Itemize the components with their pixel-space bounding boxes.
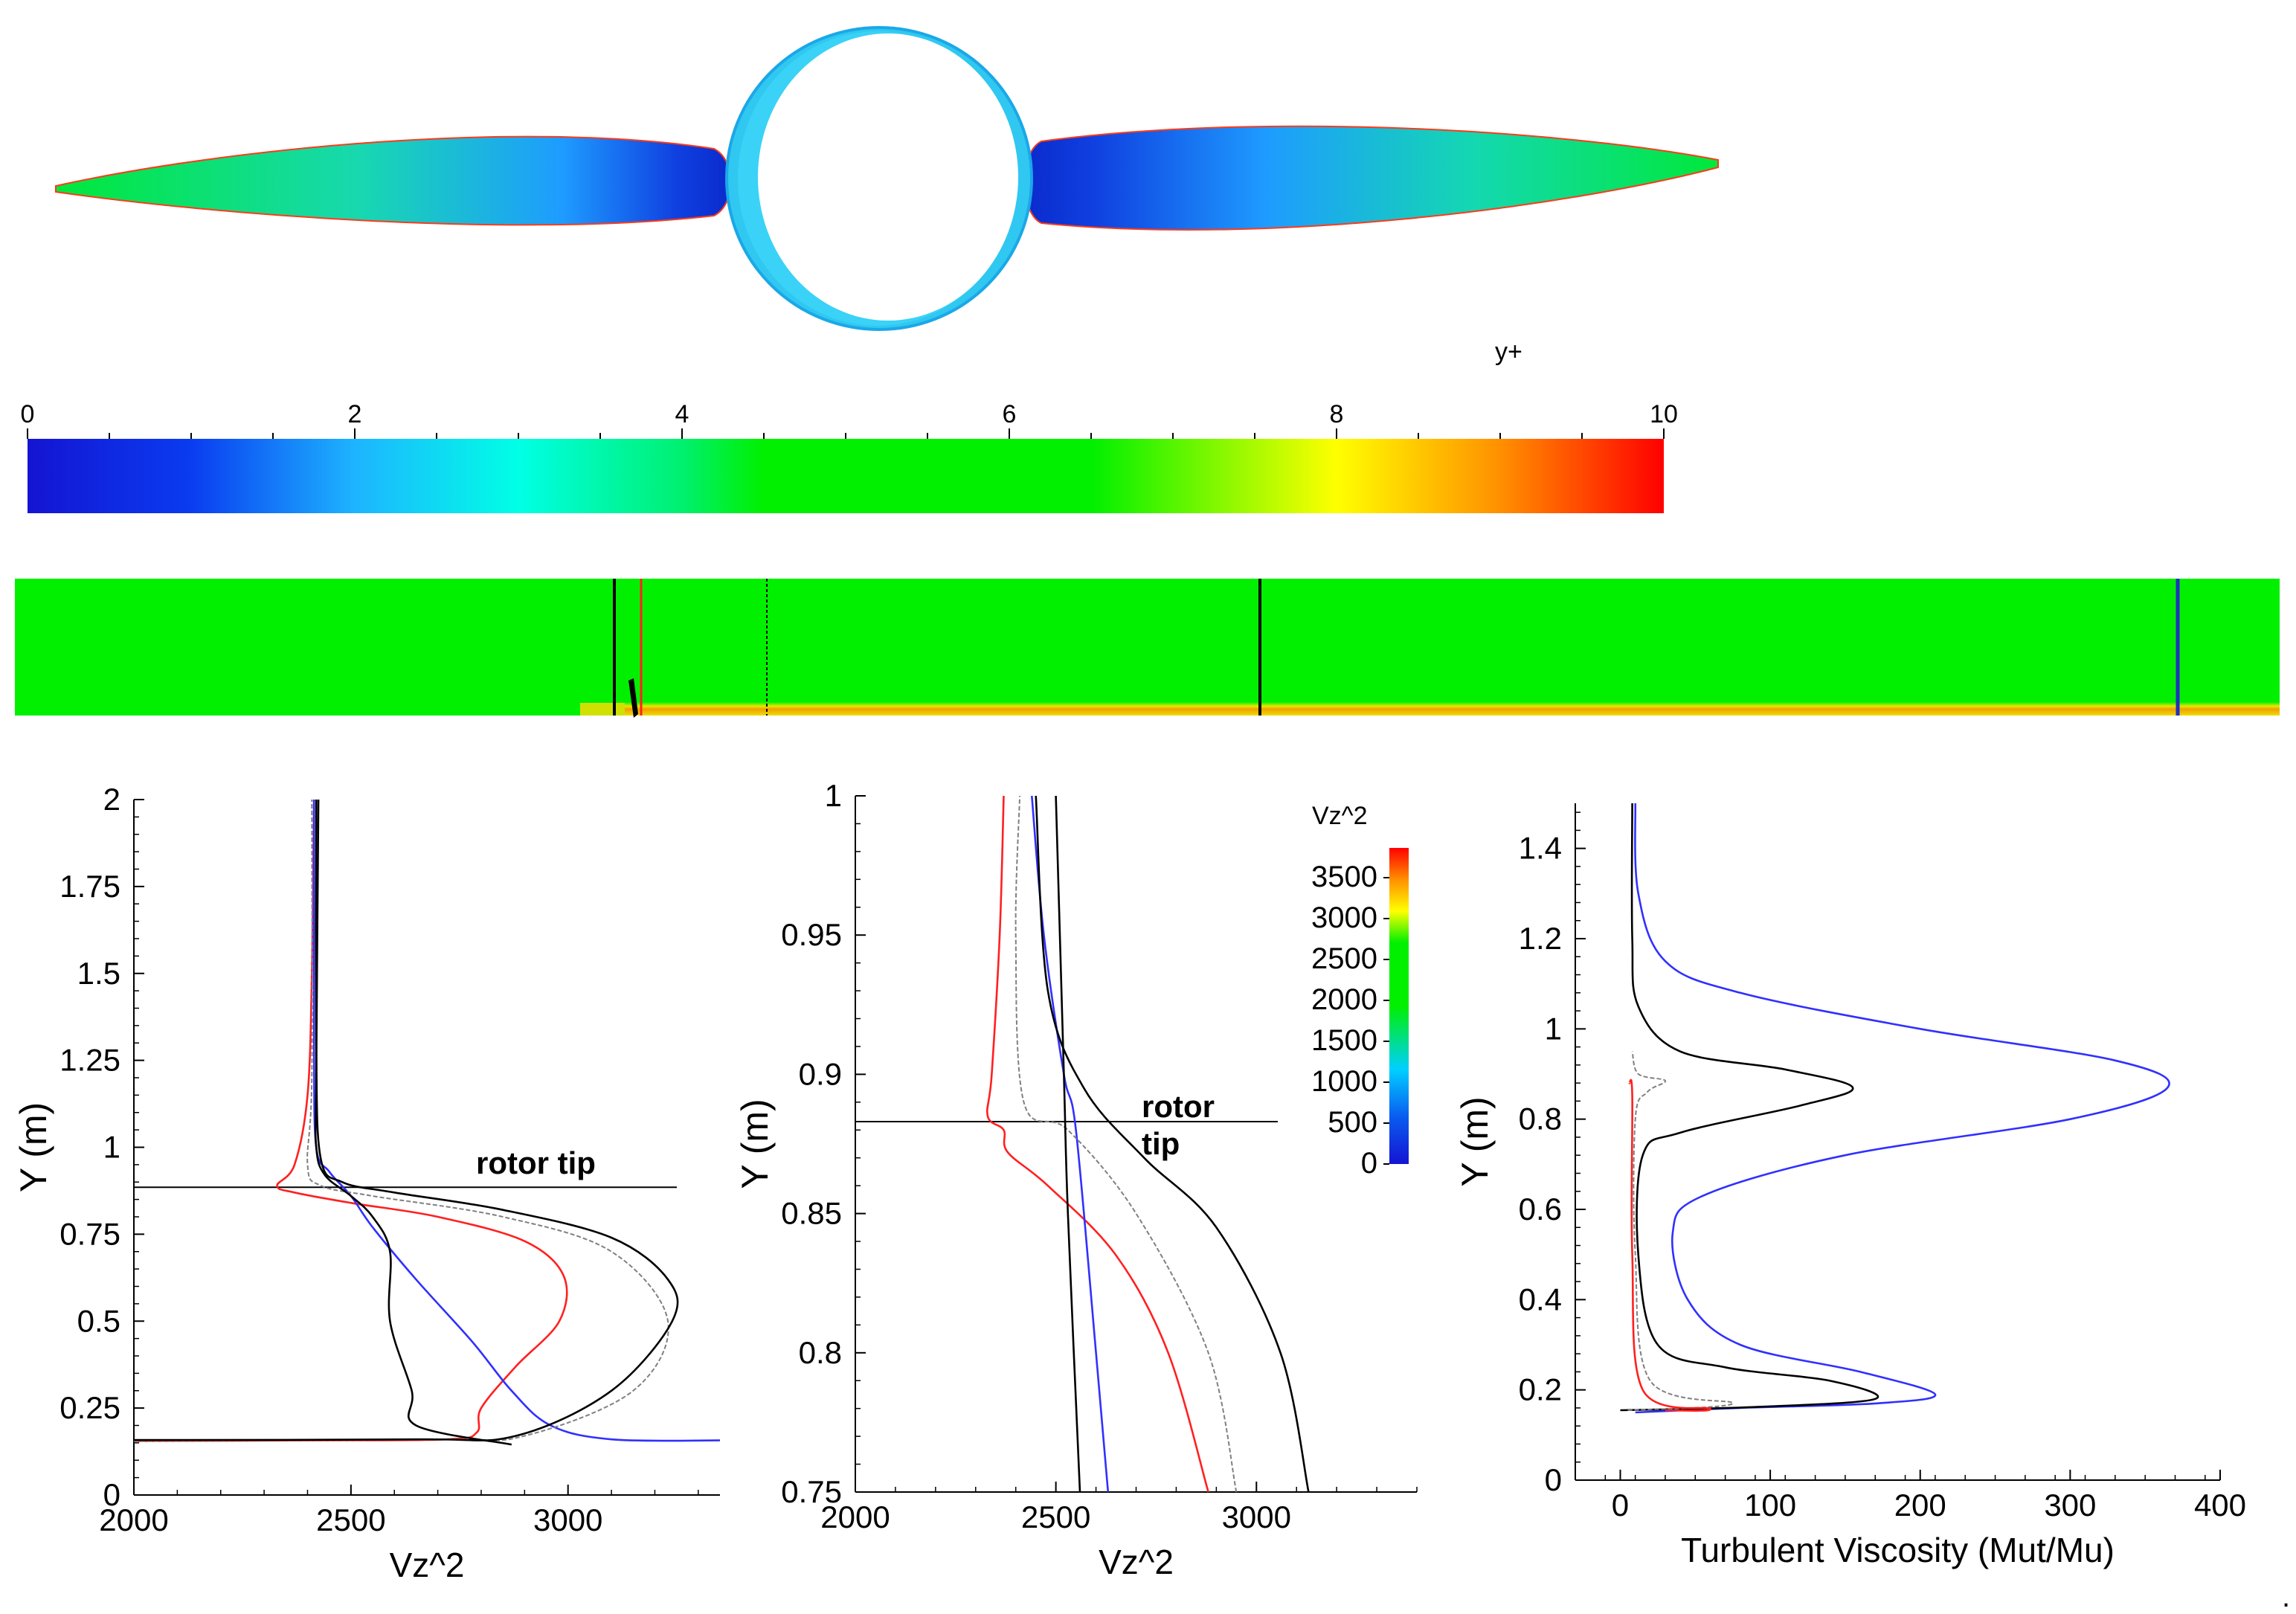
series-red bbox=[133, 799, 568, 1442]
y-tick-label: 1.5 bbox=[77, 956, 120, 991]
y-tick-label: 0.95 bbox=[781, 917, 842, 952]
y-tick-label: 0.8 bbox=[799, 1335, 842, 1370]
x-tick-label: 2000 bbox=[820, 1499, 890, 1534]
trailing-mark: . bbox=[2282, 1581, 2291, 1613]
rotor-tip-annotation: rotor tip bbox=[1142, 1089, 1215, 1161]
vz2-colorbar: Vz^2 0 500 1000 1500 2000 2500 3000 3500 bbox=[1311, 802, 1409, 1180]
y-tick-label: 1.75 bbox=[60, 869, 120, 904]
wake-band bbox=[617, 673, 2280, 716]
vz2-colorbar-label: 1500 bbox=[1311, 1024, 1377, 1057]
x-tick-label: 200 bbox=[1894, 1488, 1946, 1523]
series-black-dotted bbox=[133, 799, 669, 1442]
wake-band-start bbox=[580, 703, 625, 716]
x-tick-label: 300 bbox=[2044, 1488, 2096, 1523]
right-blade bbox=[1023, 125, 1719, 231]
series-black-solid bbox=[1620, 803, 1879, 1412]
x-tick-label: 2000 bbox=[99, 1502, 168, 1537]
vz2-colorbar-label: 0 bbox=[1361, 1147, 1377, 1180]
y-axis-label: Y (m) bbox=[1454, 1096, 1496, 1186]
x-axis-label: Vz^2 bbox=[1099, 1543, 1174, 1581]
vz2-colorbar-label: 3000 bbox=[1311, 901, 1377, 934]
x-tick-label: 2500 bbox=[316, 1502, 385, 1537]
vz2-colorbar-label: 1000 bbox=[1311, 1065, 1377, 1098]
y-tick-label: 1 bbox=[825, 778, 842, 813]
vz2-colorbar-bar bbox=[1389, 848, 1409, 1164]
y-axis-label: Y (m) bbox=[734, 1099, 776, 1189]
series-black-solid-2 bbox=[133, 799, 679, 1441]
series-red bbox=[1628, 1078, 1711, 1412]
series-black-solid-1 bbox=[314, 799, 512, 1446]
series-black-dotted bbox=[1627, 1051, 1734, 1411]
x-tick-label: 3000 bbox=[1222, 1499, 1291, 1534]
series-blue bbox=[1031, 795, 1110, 1493]
vz2-colorbar-label: 2500 bbox=[1311, 942, 1377, 975]
hub-hole bbox=[758, 33, 1018, 321]
legend-tick-label: 0 bbox=[21, 400, 35, 428]
y-tick-label: 0.4 bbox=[1519, 1282, 1562, 1316]
vz2-colorbar-label: 500 bbox=[1328, 1106, 1377, 1139]
left-blade bbox=[55, 135, 732, 226]
x-tick-label: 400 bbox=[2194, 1488, 2246, 1523]
vz2-colorbar-label: 3500 bbox=[1311, 861, 1377, 893]
y-tick-label: 0 bbox=[1545, 1462, 1562, 1497]
series-blue bbox=[1634, 803, 2170, 1414]
y-tick-label: 0.75 bbox=[60, 1216, 120, 1251]
legend-tick-label: 8 bbox=[1330, 400, 1344, 428]
y-tick-label: 0.9 bbox=[799, 1056, 842, 1091]
series-red bbox=[986, 795, 1209, 1493]
series-black-solid-2 bbox=[1035, 795, 1310, 1493]
legend-title: y+ bbox=[1495, 338, 1522, 366]
y-tick-label: 2 bbox=[103, 782, 120, 817]
x-tick-label: 3000 bbox=[533, 1502, 602, 1537]
y-tick-label: 1.25 bbox=[60, 1043, 120, 1078]
y-tick-label: 0.2 bbox=[1519, 1372, 1562, 1407]
propeller-contour: y+ 0 2 4 6 8 10 bbox=[21, 26, 1719, 513]
chart-turbulent-viscosity: 0 100 200 300 400 0 0.2 0.4 0.6 0.8 1 1.2 1.4 Turbule… bbox=[1454, 803, 2246, 1569]
x-tick-label: 0 bbox=[1612, 1488, 1629, 1523]
x-tick-label: 2500 bbox=[1021, 1499, 1090, 1534]
y-tick-label: 0.25 bbox=[60, 1390, 120, 1425]
series-black-dotted bbox=[1014, 795, 1238, 1493]
y-tick-label: 0.5 bbox=[77, 1303, 120, 1338]
chart-vz2-zoom: 2000 2500 3000 0.75 0.8 0.85 0.9 0.95 1 Vz^2 Y (m)… bbox=[734, 778, 1418, 1581]
y-axis-label: Y (m) bbox=[13, 1102, 54, 1192]
legend-tick-label: 2 bbox=[348, 400, 362, 428]
y-tick-label: 1 bbox=[103, 1130, 120, 1165]
y-tick-label: 0.8 bbox=[1519, 1102, 1562, 1136]
legend-ticks: 0 2 4 6 8 10 bbox=[21, 400, 1678, 439]
vz2-colorbar-label: 2000 bbox=[1311, 983, 1377, 1016]
y-tick-label: 1 bbox=[1545, 1011, 1562, 1046]
legend-colorbar bbox=[28, 439, 1664, 513]
y-tick-label: 1.2 bbox=[1519, 921, 1562, 956]
y-tick-label: 0.85 bbox=[781, 1196, 842, 1231]
x-tick-label: 100 bbox=[1744, 1488, 1796, 1523]
y-tick-label: 0.75 bbox=[781, 1474, 842, 1509]
legend-tick-label: 4 bbox=[675, 400, 689, 428]
vz2-colorbar-title: Vz^2 bbox=[1312, 802, 1368, 830]
legend-tick-label: 10 bbox=[1650, 400, 1678, 428]
y-tick-label: 0.6 bbox=[1519, 1192, 1562, 1226]
x-axis-label: Vz^2 bbox=[390, 1546, 465, 1584]
series-blue bbox=[312, 799, 721, 1442]
y-tick-label: 0 bbox=[103, 1477, 120, 1512]
vz2-colorbar-ticks: 0 500 1000 1500 2000 2500 3000 3500 bbox=[1311, 861, 1389, 1180]
wake-contour bbox=[15, 579, 2280, 718]
series-black-solid-1 bbox=[1055, 795, 1081, 1493]
blade-section bbox=[628, 678, 638, 718]
x-axis-label: Turbulent Viscosity (Mut/Mu) bbox=[1681, 1531, 2115, 1569]
y-tick-label: 1.4 bbox=[1519, 831, 1562, 866]
legend-tick-label: 6 bbox=[1003, 400, 1017, 428]
contour-legend: y+ 0 2 4 6 8 10 bbox=[21, 338, 1678, 513]
chart-vz2-full: 2000 2500 3000 0 0.25 0.5 0.75 1 1.25 1.5 1.75 2 Vz^… bbox=[13, 782, 721, 1584]
rotor-tip-annotation: rotor tip bbox=[476, 1145, 596, 1180]
